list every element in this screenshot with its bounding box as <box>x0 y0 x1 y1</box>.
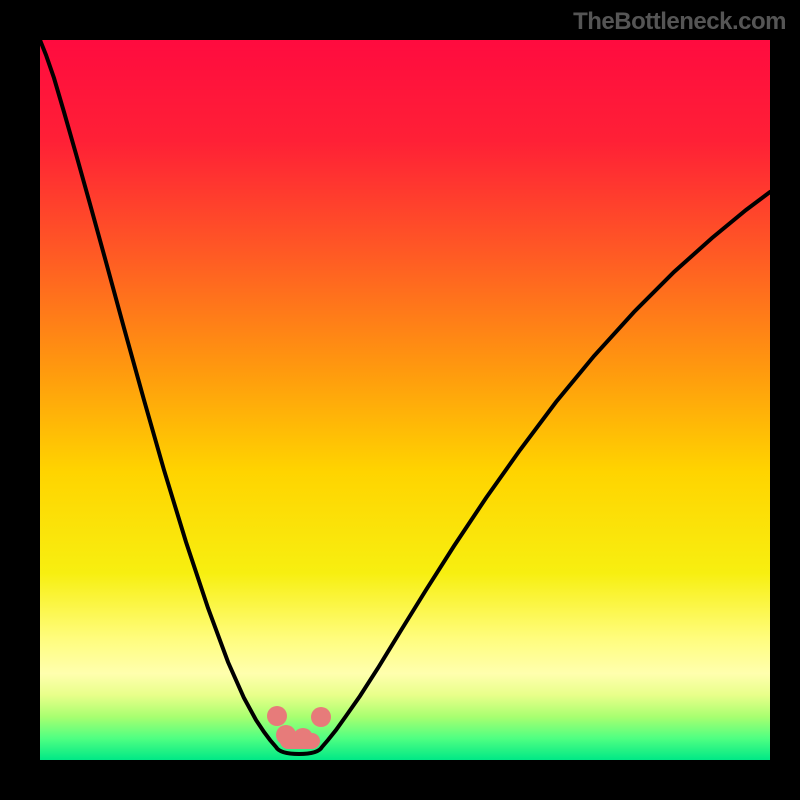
frame-right <box>770 0 800 800</box>
trough-dot-3 <box>311 707 331 727</box>
trough-dot-0 <box>267 706 287 726</box>
frame-bottom <box>0 760 800 800</box>
watermark-text: TheBottleneck.com <box>573 8 786 36</box>
bottleneck-curve <box>40 40 770 754</box>
trough-dot-1 <box>276 725 296 745</box>
figure: TheBottleneck.com <box>0 0 800 800</box>
trough-dot-2 <box>293 728 313 748</box>
plot-area <box>40 40 770 760</box>
frame-left <box>0 0 40 800</box>
trough-markers <box>267 706 331 749</box>
curve-layer <box>40 40 770 760</box>
